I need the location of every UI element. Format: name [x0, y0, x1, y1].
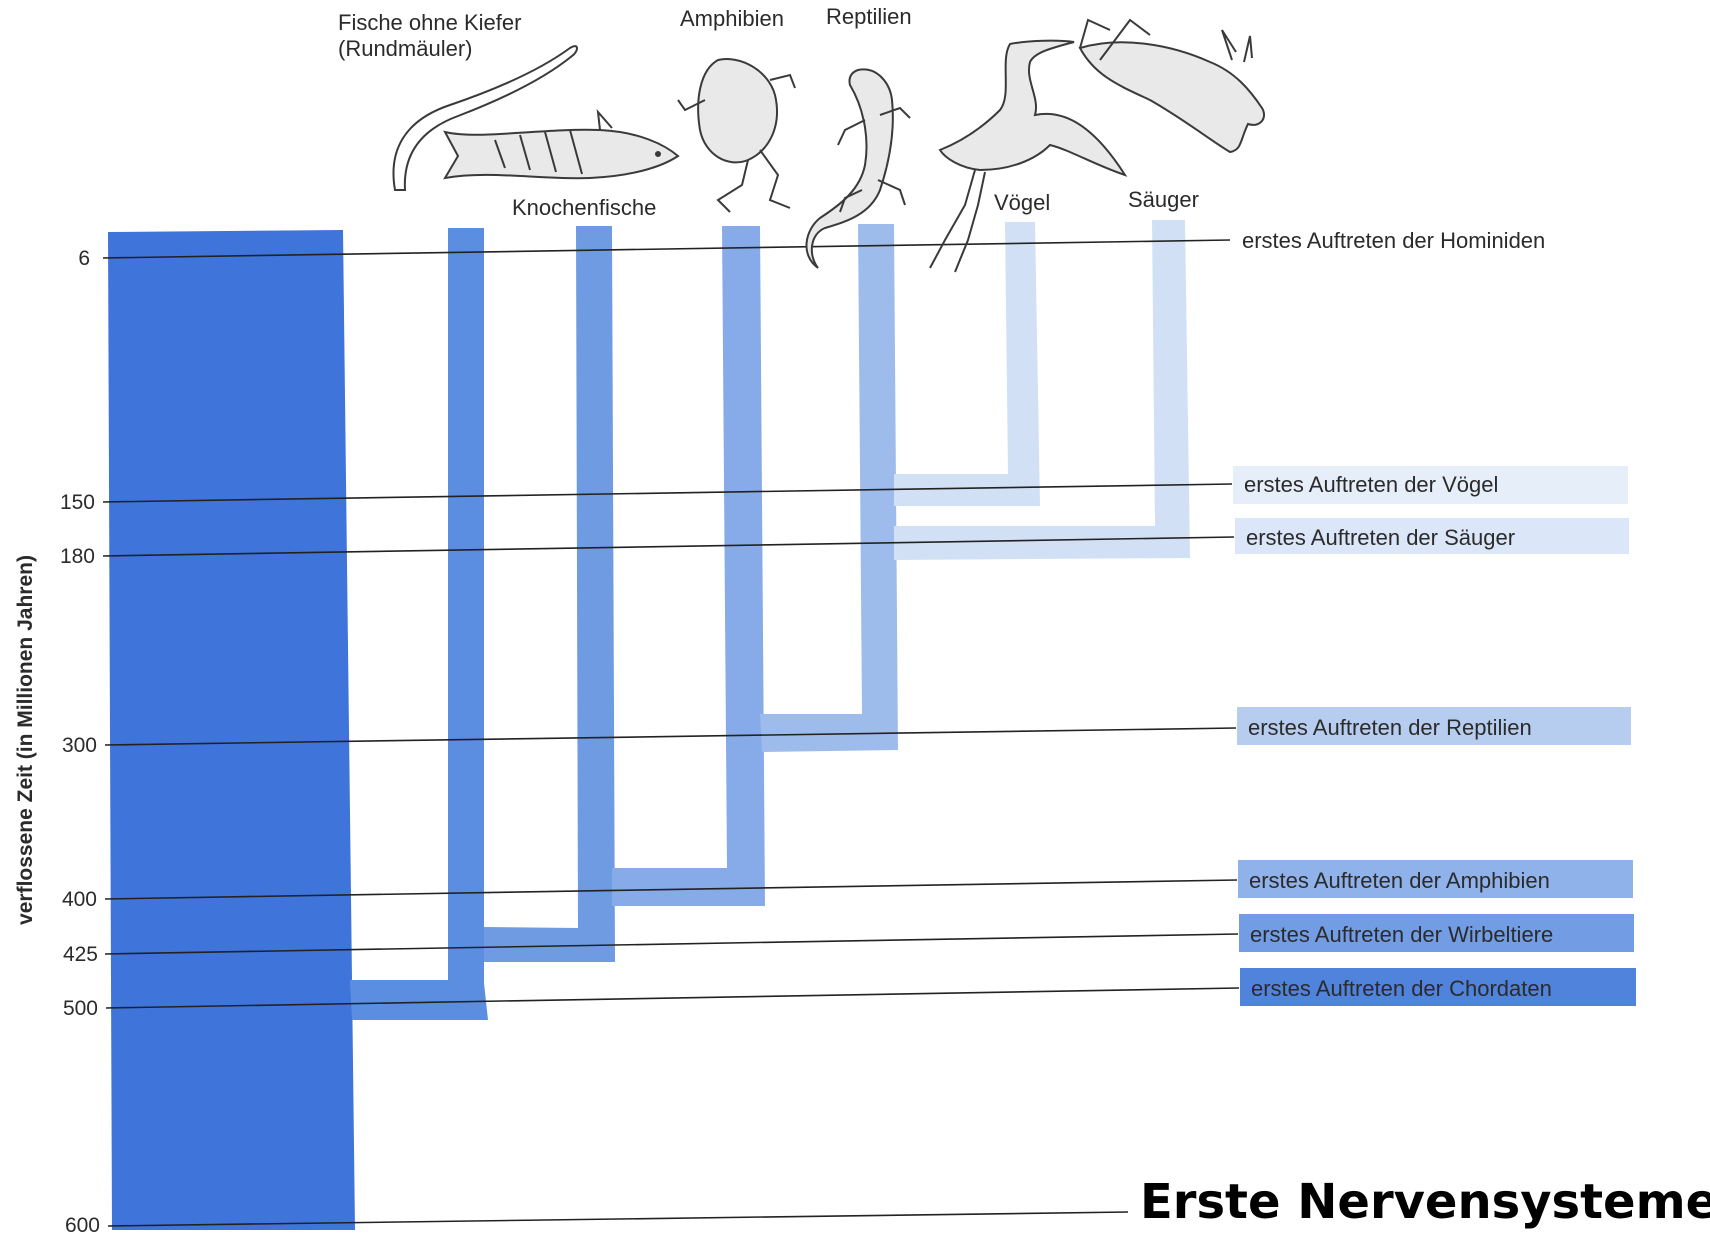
event-box-reptilien — [1237, 707, 1631, 745]
time-line-150 — [102, 483, 1233, 503]
event-box-chordaten — [1240, 968, 1636, 1006]
branch-rundmaeuler — [350, 228, 488, 1020]
rabbit-illustration — [1078, 18, 1266, 154]
tick-label-180: 180 — [60, 545, 95, 568]
time-lines — [102, 239, 1240, 1227]
event-box-amphibien — [1238, 860, 1633, 898]
branch-knochenfische — [484, 226, 615, 962]
group-label-rundmaeuler-line2: (Rundmäuler) — [338, 36, 473, 61]
event-label-amphibien: erstes Auftreten der Amphibien — [1249, 868, 1550, 893]
group-label-amphibien: Amphibien — [680, 6, 784, 31]
event-label-chordaten: erstes Auftreten der Chordaten — [1251, 976, 1552, 1001]
branch-saeuger — [894, 220, 1190, 560]
event-label-voegel: erstes Auftreten der Vögel — [1244, 472, 1498, 497]
branch-amphibien — [612, 226, 765, 906]
event-box-saeuger — [1235, 518, 1629, 554]
event-label-hominiden: erstes Auftreten der Hominiden — [1242, 228, 1545, 253]
tick-label-400: 400 — [62, 888, 97, 911]
time-line-6 — [102, 239, 1231, 259]
main-trunk — [108, 230, 355, 1230]
tick-label-150: 150 — [60, 491, 95, 514]
mackerel-illustration — [443, 108, 680, 180]
time-line-180 — [102, 536, 1235, 557]
event-box-voegel — [1233, 466, 1628, 504]
tick-label-6: 6 — [78, 247, 90, 270]
tick-label-600: 600 — [65, 1214, 100, 1234]
tick-label-300: 300 — [62, 734, 97, 757]
event-label-saeuger: erstes Auftreten der Säuger — [1246, 525, 1515, 550]
tick-label-500: 500 — [63, 997, 98, 1020]
group-label-saeuger: Säuger — [1128, 187, 1199, 212]
lamprey-illustration — [392, 45, 578, 191]
time-line-300 — [104, 727, 1237, 746]
event-label-wirbeltiere: erstes Auftreten der Wirbeltiere — [1250, 922, 1553, 947]
group-label-voegel: Vögel — [994, 190, 1050, 215]
time-line-400 — [104, 879, 1238, 900]
branch-reptilien — [760, 224, 898, 752]
time-line-600 — [107, 1211, 1129, 1227]
time-line-500 — [105, 987, 1240, 1009]
lizard-illustration — [805, 68, 911, 269]
time-line-425 — [104, 933, 1239, 955]
heron-illustration — [929, 39, 1128, 273]
group-label-rundmaeuler-line1: Fische ohne Kiefer — [338, 10, 521, 35]
tick-label-425: 425 — [63, 943, 98, 966]
yaxis-label: verflossene Zeit (in Millionen Jahren) — [14, 555, 37, 925]
branch-voegel — [894, 222, 1040, 506]
bottom-title: Erste Nervensysteme — [1140, 1174, 1710, 1230]
event-label-reptilien: erstes Auftreten der Reptilien — [1248, 715, 1532, 740]
group-label-knochenfische: Knochenfische — [512, 195, 656, 220]
group-label-reptilien: Reptilien — [826, 4, 912, 29]
frog-illustration — [677, 58, 796, 213]
event-box-wirbeltiere — [1239, 914, 1634, 952]
